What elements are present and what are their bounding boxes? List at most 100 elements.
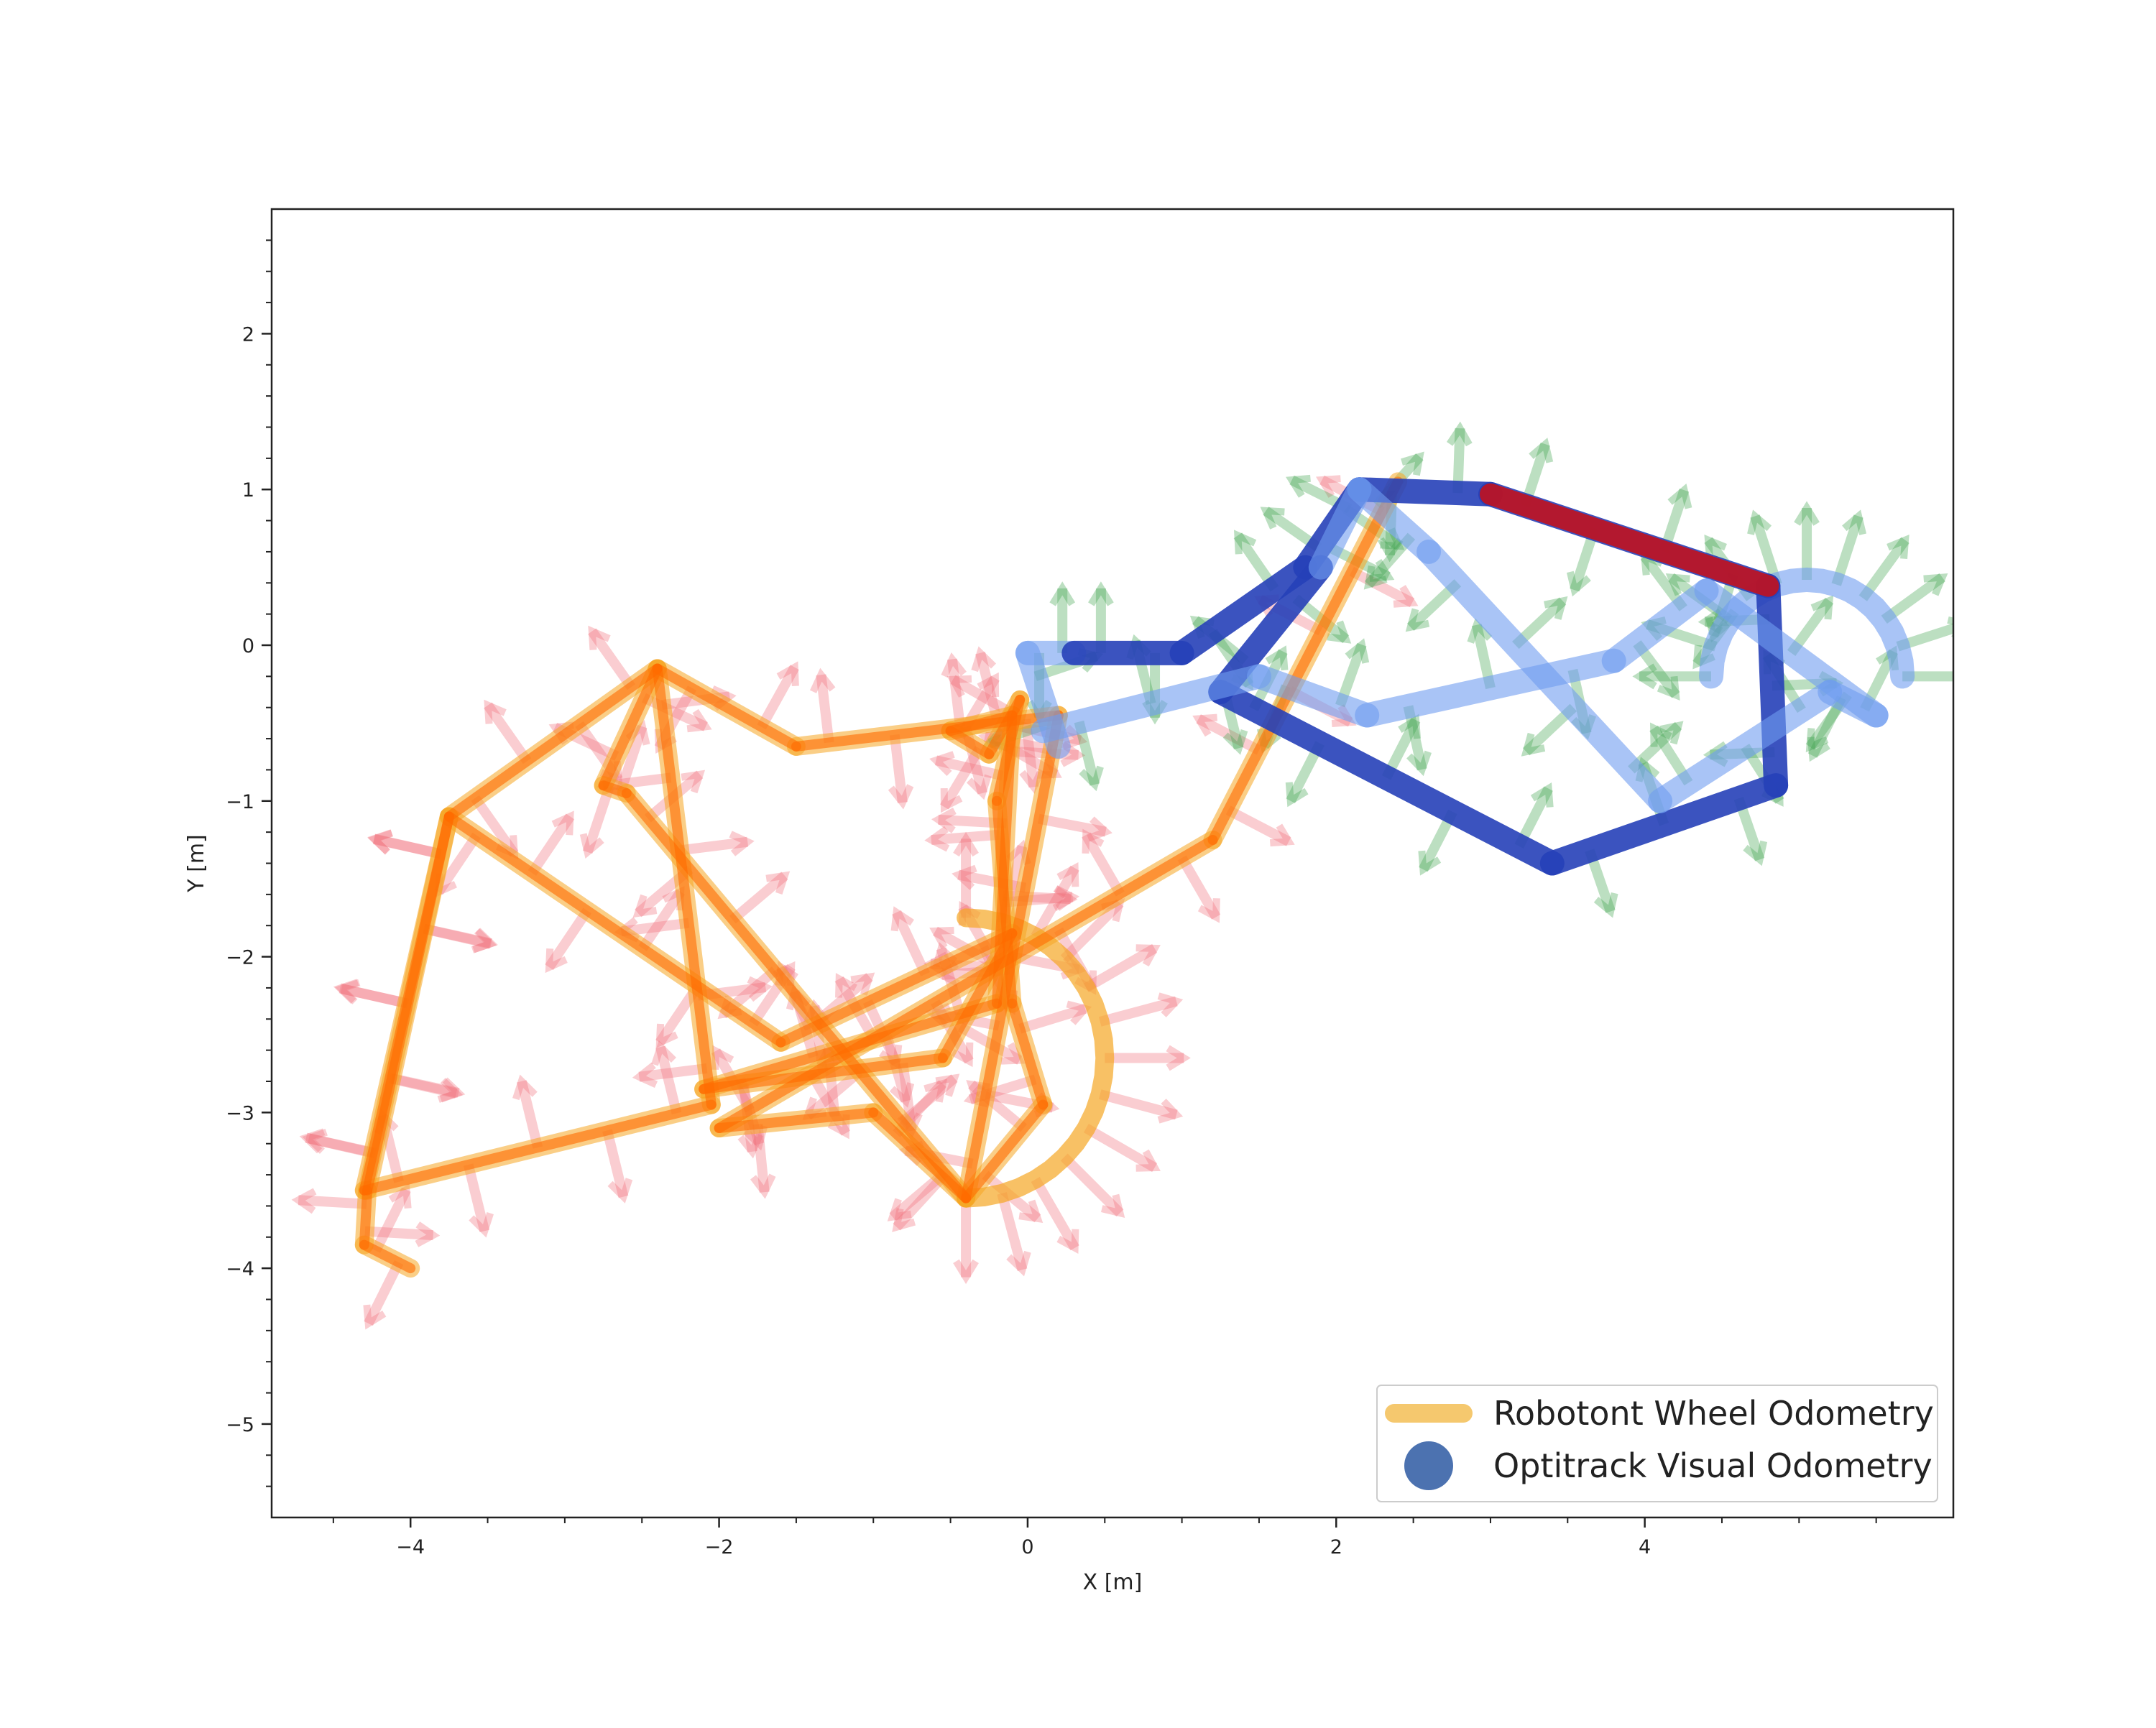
wheel-orientation-arrow-head xyxy=(1000,1042,1026,1065)
wheel-orientation-arrow-head xyxy=(1054,885,1079,911)
wheel-orientation-arrow-head xyxy=(889,1082,915,1108)
wheel-orientation-arrow xyxy=(463,1163,490,1232)
wheel-orientation-arrow-head xyxy=(415,1221,441,1247)
wheel-orientation-arrow-head xyxy=(923,1078,948,1103)
wheel-path-segment xyxy=(359,1099,717,1196)
wheel-orientation-arrow xyxy=(638,889,686,951)
optitrack-orientation-arrow-head xyxy=(1530,782,1554,808)
x-axis-label: X [m] xyxy=(1083,1570,1143,1595)
x-tick-label: 4 xyxy=(1639,1536,1651,1558)
wheel-orientation-arrow xyxy=(889,734,908,803)
optitrack-path-segment xyxy=(1031,664,1271,744)
wheel-orientation-arrow-head xyxy=(952,864,977,890)
wheel-path-segment xyxy=(699,1053,948,1094)
optitrack-path-segment xyxy=(1648,680,1843,813)
optitrack-path-segment xyxy=(1169,555,1318,665)
optitrack-path-segment xyxy=(1308,477,1372,580)
wheel-orientation-arrow-head xyxy=(1052,885,1078,912)
wheel-orientation-arrow-head xyxy=(469,1211,494,1238)
optitrack-path-segment xyxy=(1355,648,1626,728)
wheel-orientation-arrow-head xyxy=(929,926,954,949)
optitrack-arc-arrow-head xyxy=(1886,534,1909,560)
optitrack-path-segment xyxy=(1347,477,1503,507)
wheel-orientation-arrow xyxy=(752,1123,770,1193)
y-tick-label: −5 xyxy=(226,1414,254,1436)
wheel-arc-arrow xyxy=(1031,865,1079,940)
wheel-path-segment xyxy=(443,663,663,822)
optitrack-path-segment xyxy=(1347,477,1442,564)
optitrack-path-segment xyxy=(1539,773,1789,876)
wheel-orientation-arrow-head xyxy=(946,675,972,698)
optitrack-orientation-arrow-head xyxy=(1544,596,1568,620)
wheel-orientation-arrow xyxy=(892,910,931,976)
optitrack-series xyxy=(1015,477,1915,876)
wheel-arc-arrow-head xyxy=(1166,1045,1191,1071)
y-tick-label: 2 xyxy=(242,323,254,346)
optitrack-orientation-arrow-head xyxy=(1659,721,1684,745)
wheel-orientation-arrow-head xyxy=(299,1128,326,1154)
optitrack-orientation-arrow-head xyxy=(1049,581,1076,606)
wheel-path-segment xyxy=(359,1185,373,1250)
optitrack-arc-arrow-head xyxy=(1665,573,1690,596)
wheel-orientation-arrow xyxy=(655,1045,682,1115)
wheel-path-segment xyxy=(359,811,454,1196)
wheel-orientation-arrow-head xyxy=(632,1062,658,1089)
optitrack-orientation-arrow-head xyxy=(1222,729,1248,755)
wheel-orientation-arrow-head xyxy=(888,784,914,810)
wheel-orientation-arrow-head xyxy=(887,1198,912,1221)
wheel-orientation-arrow-head xyxy=(302,1129,328,1154)
wheel-orientation-arrow-head xyxy=(941,652,967,678)
wheel-orientation-arrow xyxy=(298,1195,367,1209)
wheel-orientation-arrow-head xyxy=(512,1074,538,1101)
wheel-orientation-arrow xyxy=(1021,719,1039,788)
optitrack-arc-arrow-head xyxy=(1704,534,1727,560)
wheel-orientation-arrow-head xyxy=(607,1178,633,1203)
x-tick-label: −4 xyxy=(396,1536,425,1558)
wheel-path-segment xyxy=(598,663,663,791)
optitrack-orientation-arrow-head xyxy=(1345,638,1370,664)
optitrack-orientation-arrow-head xyxy=(1593,892,1618,918)
wheel-path-arc xyxy=(957,908,1115,1208)
wheel-orientation-arrow-head xyxy=(809,667,836,693)
wheel-orientation-arrow-head xyxy=(835,973,857,998)
wheel-orientation-arrow-head xyxy=(632,894,658,918)
wheel-orientation-arrow-head xyxy=(929,751,955,776)
wheel-orientation-arrow-head xyxy=(1269,823,1295,847)
wheel-orientation-arrow xyxy=(1002,890,1072,905)
wheel-arc-arrow-head xyxy=(1157,1099,1184,1124)
y-axis-label: Y [m] xyxy=(184,834,209,893)
optitrack-orientation-arrow-head xyxy=(1079,765,1104,792)
wheel-orientation-arrow xyxy=(934,755,1004,781)
wheel-path-segment xyxy=(359,1239,416,1274)
wheel-orientation-arrow xyxy=(946,658,965,728)
wheel-orientation-arrow xyxy=(434,832,482,895)
optitrack-orientation-arrow-head xyxy=(1418,850,1442,876)
wheel-path-segment xyxy=(652,663,717,1110)
optitrack-orientation-arrow-head xyxy=(1529,438,1554,463)
wheel-orientation-arrow-head xyxy=(850,972,875,996)
wheel-path-segment xyxy=(652,663,801,752)
wheel-orientation-arrow-head xyxy=(439,1077,466,1103)
wheel-arc-arrow-head xyxy=(1135,944,1161,967)
wheel-path-segment xyxy=(945,726,995,759)
wheel-arc-arrow-head xyxy=(953,1259,979,1285)
y-tick-label: 0 xyxy=(242,635,254,657)
wheel-orientation-arrow xyxy=(757,665,799,730)
wheel-orientation-arrow xyxy=(372,833,442,859)
wheel-orientation-arrow-head xyxy=(545,948,568,974)
wheel-orientation-arrow xyxy=(471,795,519,857)
optitrack-arc-arrow-head xyxy=(1958,667,1974,686)
optitrack-path-segment xyxy=(1694,578,1889,728)
optitrack-orientation-arrow-head xyxy=(1401,451,1424,476)
wheel-arc-arrow-head xyxy=(1056,861,1079,887)
optitrack-orientation-arrow-head xyxy=(1650,722,1672,747)
optitrack-orientation-arrow-head xyxy=(1265,645,1289,671)
legend-wheel-label: Robotont Wheel Odometry xyxy=(1493,1394,1934,1433)
wheel-orientation-arrow xyxy=(516,1080,543,1149)
wheel-orientation-arrow-head xyxy=(686,708,712,733)
wheel-orientation-arrow-head xyxy=(1315,475,1341,498)
wheel-orientation-arrow-head xyxy=(967,774,992,800)
wheel-path-segment xyxy=(791,710,1064,752)
wheel-orientation-arrow xyxy=(588,628,636,690)
wheel-orientation-arrow xyxy=(338,983,408,1009)
